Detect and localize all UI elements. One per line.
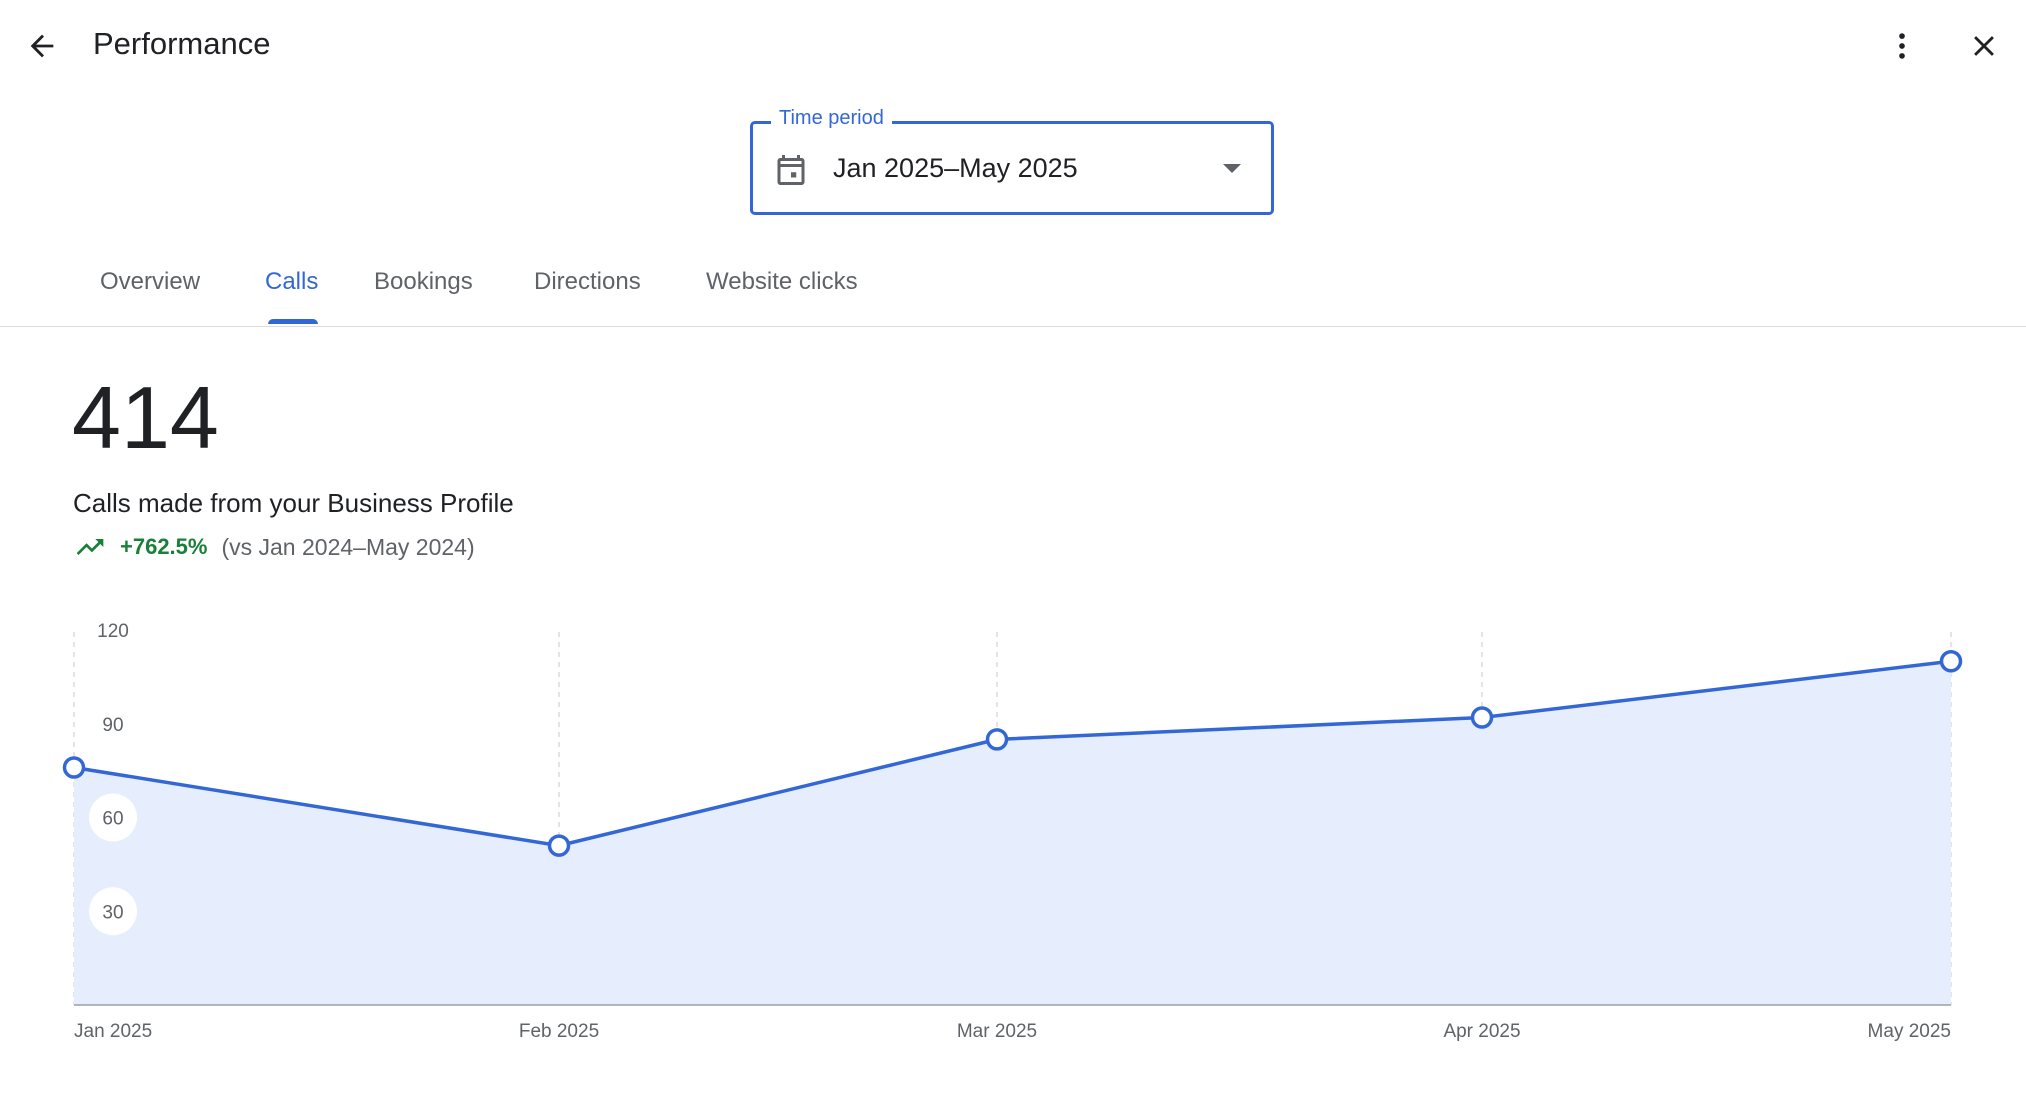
y-tick-label: 30 (102, 902, 123, 923)
y-tick-label: 60 (102, 809, 123, 830)
change-percentage: +762.5% (120, 534, 208, 559)
tab-website-clicks[interactable]: Website clicks (706, 268, 858, 295)
dropdown-arrow-icon (1223, 164, 1241, 173)
y-tick-90: 90 (102, 715, 123, 736)
trending-up-icon (76, 539, 104, 555)
area-fill (74, 661, 1951, 1005)
more-options-button[interactable] (1872, 16, 1932, 76)
tab-overview[interactable]: Overview (100, 268, 201, 295)
arrow-back-icon (30, 34, 54, 58)
y-tick-label: 90 (102, 715, 123, 736)
y-tick-30: 30 (89, 887, 137, 936)
trend-summary: +762.5% (vs Jan 2024–May 2024) (74, 530, 475, 564)
tab-calls[interactable]: Calls (265, 268, 319, 295)
data-point-2[interactable] (985, 728, 1009, 751)
close-button[interactable] (1954, 16, 2014, 76)
x-tick-label-2: Mar 2025 (957, 1021, 1037, 1042)
data-point-0[interactable] (62, 756, 86, 779)
data-point-4[interactable] (1939, 650, 1963, 673)
back-button[interactable] (12, 16, 72, 76)
y-tick-label: 120 (97, 621, 129, 642)
tab-directions[interactable]: Directions (534, 268, 641, 295)
total-calls-value: 414 (72, 368, 219, 467)
tab-bar: Overview Calls Bookings Directions Websi… (0, 250, 2026, 327)
more-vert-icon (1899, 33, 1905, 59)
calls-chart: 30 60 90 120 Jan 2025 Feb 2025 Mar 2025 Apr 202… (62, 621, 1963, 1042)
comparison-period: (vs Jan 2024–May 2024) (221, 533, 475, 560)
y-tick-120: 120 (97, 621, 129, 642)
data-point-3[interactable] (1470, 706, 1494, 729)
calendar-icon (777, 155, 805, 185)
x-tick-label-4: May 2025 (1868, 1021, 1951, 1042)
time-period-label: Time period (771, 107, 892, 130)
data-point-1[interactable] (547, 834, 571, 857)
x-tick-label-1: Feb 2025 (519, 1021, 599, 1042)
y-tick-bg (89, 887, 137, 936)
tab-bookings[interactable]: Bookings (374, 268, 473, 295)
close-icon (1974, 36, 1994, 56)
header: Performance (0, 0, 2026, 96)
page-title: Performance (93, 26, 271, 61)
time-period-dropdown[interactable]: Time period Jan 2025–May 2025 (750, 107, 1274, 215)
y-tick-bg (89, 793, 137, 842)
y-tick-60: 60 (89, 793, 137, 842)
x-tick-label-0: Jan 2025 (74, 1021, 152, 1042)
active-tab-indicator (268, 319, 318, 324)
time-period-value: Jan 2025–May 2025 (833, 153, 1078, 183)
x-tick-label-3: Apr 2025 (1443, 1021, 1520, 1042)
metric-description: Calls made from your Business Profile (73, 488, 514, 518)
